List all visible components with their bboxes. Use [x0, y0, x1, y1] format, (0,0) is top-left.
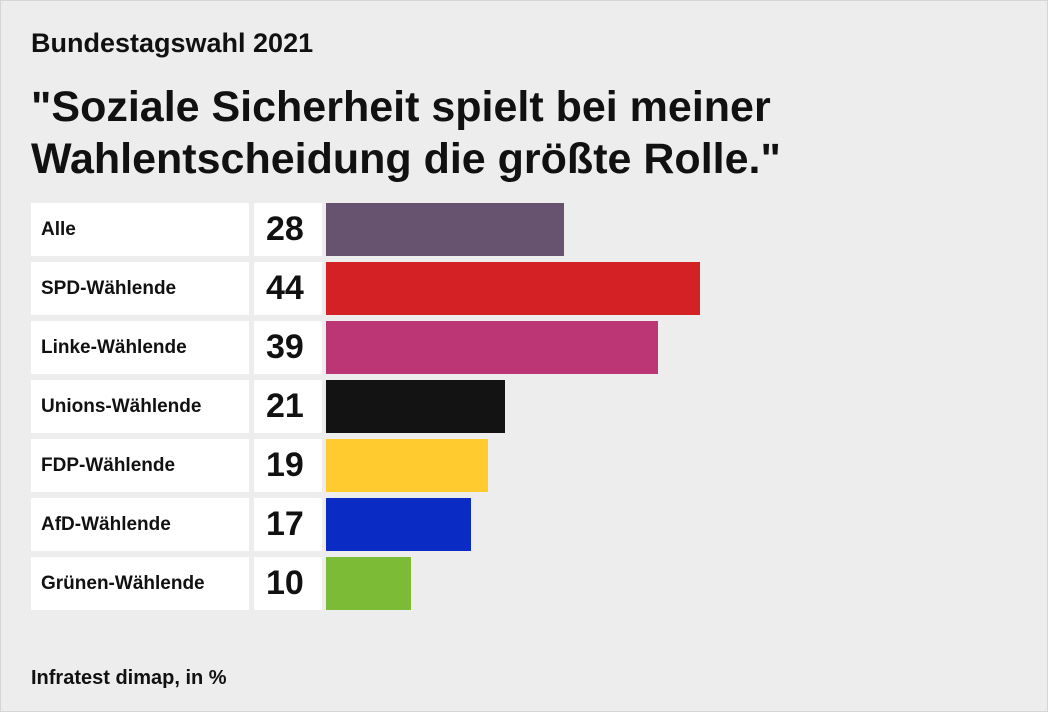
value-label: 39 [254, 321, 322, 374]
bar-row: SPD-Wählende 44 [31, 262, 1021, 315]
category-label: SPD-Wählende [31, 262, 249, 315]
category-label: Unions-Wählende [31, 380, 249, 433]
value-label: 19 [254, 439, 322, 492]
category-label: Linke-Wählende [31, 321, 249, 374]
bar [326, 498, 471, 551]
bar-chart: Alle 28 SPD-Wählende 44 Linke-Wählende 39 Unio… [31, 203, 1021, 615]
chart-title: "Soziale Sicherheit spielt bei meiner Wa… [31, 83, 781, 183]
value-label: 28 [254, 203, 322, 256]
category-label: Alle [31, 203, 249, 256]
category-label: AfD-Wählende [31, 498, 249, 551]
bar-row: Linke-Wählende 39 [31, 321, 1021, 374]
category-label: Grünen-Wählende [31, 557, 249, 610]
bar [326, 321, 658, 374]
chart-kicker: Bundestagswahl 2021 [31, 28, 314, 58]
value-label: 44 [254, 262, 322, 315]
bar [326, 557, 411, 610]
bar [326, 262, 700, 315]
bar [326, 203, 564, 256]
value-label: 10 [254, 557, 322, 610]
source-note: Infratest dimap, in % [31, 667, 227, 689]
bar-row: FDP-Wählende 19 [31, 439, 1021, 492]
category-label: FDP-Wählende [31, 439, 249, 492]
bar-row: Grünen-Wählende 10 [31, 557, 1021, 610]
bar [326, 380, 505, 433]
value-label: 17 [254, 498, 322, 551]
bar [326, 439, 488, 492]
bar-row: Unions-Wählende 21 [31, 380, 1021, 433]
bar-row: Alle 28 [31, 203, 1021, 256]
value-label: 21 [254, 380, 322, 433]
bar-row: AfD-Wählende 17 [31, 498, 1021, 551]
